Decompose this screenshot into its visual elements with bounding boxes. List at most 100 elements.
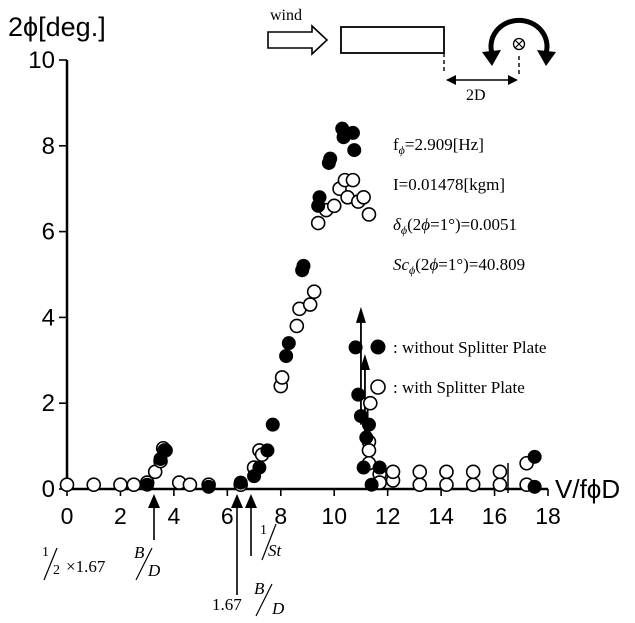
data-point-open — [274, 370, 290, 385]
data-point-filled — [158, 443, 173, 458]
parameter-scruton: Scϕ(2ϕ=1°)=40.809 — [393, 255, 525, 277]
data-point-filled — [296, 258, 311, 273]
data-point-filled — [356, 460, 371, 475]
y-tick-label: 8 — [42, 133, 55, 160]
rotation-arc-icon — [488, 17, 550, 57]
rotation-arrowhead-right-icon — [537, 50, 556, 66]
parameter-block: fϕ=2.909[Hz] I=0.01478[kgm] δϕ(2ϕ=1°)=0.… — [393, 135, 525, 277]
data-point-filled — [140, 477, 155, 492]
x-axis-ticks: 0 2 4 6 8 10 12 14 16 18 — [61, 489, 561, 529]
data-point-filled — [364, 477, 379, 492]
data-point-open — [465, 477, 481, 493]
data-point-filled — [361, 417, 376, 432]
y-axis-ticks: 0 2 4 6 8 10 — [28, 47, 67, 503]
data-point-filled — [527, 449, 542, 464]
wind-label: wind — [270, 7, 302, 24]
legend-filled-marker — [370, 339, 386, 355]
data-point-open — [113, 477, 128, 493]
data-point-open — [465, 464, 481, 480]
data-point-open — [289, 318, 305, 334]
data-point-open — [439, 477, 454, 493]
x-tick-label: 6 — [221, 503, 234, 529]
annotation-strouhal: 1 St — [245, 494, 283, 561]
y-tick-label: 0 — [42, 476, 55, 503]
data-point-open — [59, 477, 75, 493]
inset-schematic: wind 2D — [267, 7, 556, 104]
data-point-filled — [347, 143, 362, 158]
data-point-open — [356, 189, 371, 205]
x-tick-label: 2 — [114, 503, 127, 529]
x-tick-label: 0 — [61, 503, 74, 529]
y-tick-label: 2 — [42, 390, 55, 417]
dimension-arrow-right-icon — [508, 75, 518, 85]
rotation-arrowhead-left-icon — [482, 50, 501, 66]
y-tick-label: 10 — [28, 47, 55, 74]
x-tick-label: 4 — [167, 503, 180, 529]
data-point-open — [306, 284, 322, 299]
data-point-open — [126, 477, 142, 493]
data-point-open — [345, 172, 361, 188]
annotation-natural: 1.67 B D — [212, 494, 285, 618]
data-point-open — [492, 464, 508, 480]
series-without-splitter — [140, 121, 542, 494]
legend-entry-with: : with Splitter Plate — [393, 378, 525, 397]
data-point-filled — [323, 151, 338, 166]
data-point-open — [362, 395, 378, 411]
annotation-arrowhead-icon — [231, 494, 243, 508]
annotation-half-slash — [43, 547, 58, 581]
annotation-natural-text: 1.67 B D — [212, 579, 285, 618]
data-point-filled — [281, 336, 296, 351]
arrow-up-icon — [359, 354, 370, 371]
legend-entry-without: : without Splitter Plate — [393, 338, 546, 357]
annotation-arrowhead-icon — [245, 494, 257, 508]
annotation-strouhal-slash — [261, 523, 277, 561]
data-point-open — [310, 215, 326, 231]
x-axis-label: V/fϕD — [555, 474, 620, 504]
parameter-frequency: fϕ=2.909[Hz] — [393, 135, 484, 157]
legend: : without Splitter Plate : with Splitter… — [370, 338, 546, 397]
data-point-filled — [201, 479, 216, 494]
x-tick-label: 12 — [375, 503, 401, 529]
data-point-open — [361, 443, 377, 458]
data-point-filled — [252, 460, 267, 475]
data-point-open — [412, 477, 428, 493]
data-point-filled — [260, 443, 275, 458]
data-point-filled — [233, 475, 248, 490]
data-point-filled — [372, 460, 387, 475]
annotation-strouhal-text: 1 St — [260, 519, 283, 560]
data-point-open — [361, 207, 377, 222]
dimension-label: 2D — [466, 87, 486, 104]
data-point-open — [182, 477, 198, 493]
y-tick-label: 4 — [42, 304, 55, 331]
x-tick-label: 16 — [482, 503, 508, 529]
data-point-filled — [312, 190, 327, 205]
annotation-natural-slash — [255, 583, 273, 617]
data-point-filled — [348, 340, 363, 355]
parameter-inertia: I=0.01478[kgm] — [393, 175, 505, 194]
data-point-open — [385, 464, 401, 480]
y-axis-label: 2ϕ[deg.] — [8, 12, 106, 42]
dimension-arrow-left-icon — [446, 75, 456, 85]
arrow-up-icon — [355, 306, 366, 323]
data-point-filled — [351, 387, 366, 402]
data-point-filled — [265, 417, 280, 432]
annotation-half-text: 1 2 ×1.67 B D — [42, 541, 161, 580]
data-point-open — [492, 477, 508, 493]
data-point-open — [86, 477, 102, 493]
parameter-damping: δϕ(2ϕ=1°)=0.0051 — [393, 215, 517, 237]
rotation-center-cross — [514, 39, 524, 49]
data-point-filled — [345, 125, 360, 140]
x-tick-label: 8 — [274, 503, 287, 529]
legend-open-marker — [370, 379, 386, 395]
data-point-filled — [279, 349, 294, 364]
x-tick-label: 14 — [428, 503, 454, 529]
data-point-filled — [527, 479, 542, 494]
x-tick-label: 18 — [535, 503, 561, 529]
data-point-open — [326, 198, 342, 214]
data-point-filled — [353, 409, 368, 424]
data-point-open — [302, 297, 318, 312]
data-point-open — [439, 464, 454, 480]
y-tick-label: 6 — [42, 219, 55, 246]
annotation-half-harmonic: 1 2 ×1.67 B D — [42, 494, 161, 581]
